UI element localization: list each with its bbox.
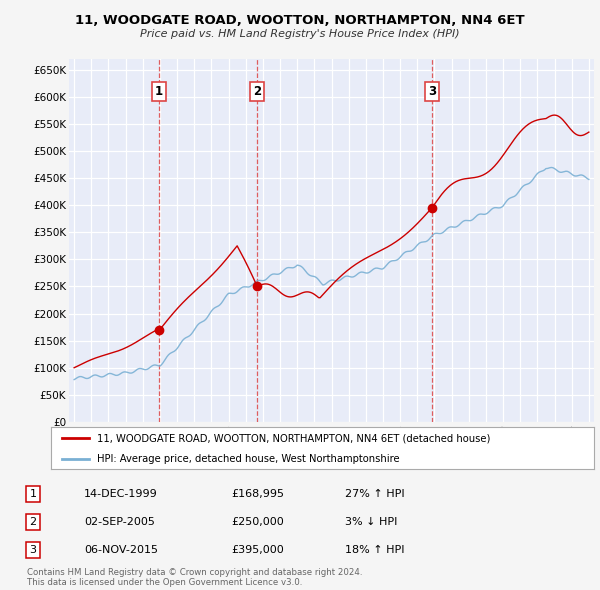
Text: 11, WOODGATE ROAD, WOOTTON, NORTHAMPTON, NN4 6ET (detached house): 11, WOODGATE ROAD, WOOTTON, NORTHAMPTON,…: [97, 434, 491, 444]
Text: £250,000: £250,000: [231, 517, 284, 527]
Text: 2: 2: [253, 85, 261, 98]
Text: 27% ↑ HPI: 27% ↑ HPI: [345, 489, 404, 499]
Text: 2: 2: [29, 517, 37, 527]
Text: 11, WOODGATE ROAD, WOOTTON, NORTHAMPTON, NN4 6ET: 11, WOODGATE ROAD, WOOTTON, NORTHAMPTON,…: [75, 14, 525, 27]
Text: 02-SEP-2005: 02-SEP-2005: [84, 517, 155, 527]
Text: £168,995: £168,995: [231, 489, 284, 499]
Text: Contains HM Land Registry data © Crown copyright and database right 2024.
This d: Contains HM Land Registry data © Crown c…: [27, 568, 362, 587]
Text: Price paid vs. HM Land Registry's House Price Index (HPI): Price paid vs. HM Land Registry's House …: [140, 30, 460, 39]
Text: 18% ↑ HPI: 18% ↑ HPI: [345, 545, 404, 555]
Text: £395,000: £395,000: [231, 545, 284, 555]
Text: 14-DEC-1999: 14-DEC-1999: [84, 489, 158, 499]
Text: HPI: Average price, detached house, West Northamptonshire: HPI: Average price, detached house, West…: [97, 454, 400, 464]
Text: 1: 1: [29, 489, 37, 499]
Text: 3: 3: [29, 545, 37, 555]
Text: 3: 3: [428, 85, 436, 98]
Text: 06-NOV-2015: 06-NOV-2015: [84, 545, 158, 555]
Text: 1: 1: [155, 85, 163, 98]
Text: 3% ↓ HPI: 3% ↓ HPI: [345, 517, 397, 527]
